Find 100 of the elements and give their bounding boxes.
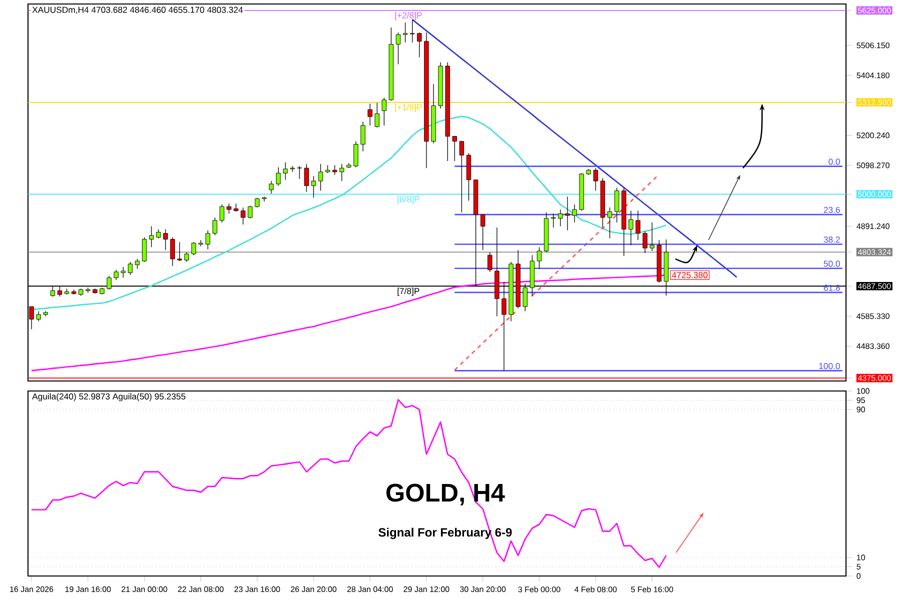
candlestick: [220, 204, 224, 223]
ref-line-label: [+2/8]P: [395, 12, 422, 20]
y-tick-label: 4585.330: [856, 313, 890, 320]
candlestick: [205, 230, 210, 250]
x-tick-label: 21 Jan 00:00: [122, 586, 168, 592]
candlestick: [156, 228, 161, 239]
x-tick-label: 16 Jan 2026: [10, 586, 54, 592]
y-tick-label: 90: [856, 406, 865, 412]
candlestick: [452, 136, 457, 162]
candlestick: [276, 166, 281, 186]
candlestick: [248, 205, 252, 219]
x-tick-label: 29 Jan 12:00: [404, 586, 450, 592]
candlestick: [565, 196, 570, 231]
candlestick: [650, 222, 654, 252]
candlestick: [480, 214, 486, 250]
x-tick-label: 23 Jan 16:00: [234, 586, 280, 592]
y-tick-label: 4803.324: [858, 249, 891, 255]
annotation: 100.0: [819, 362, 840, 370]
y-tick-label: 10: [857, 554, 865, 560]
y-tick-label: 5506.150: [856, 42, 890, 48]
candlestick: [642, 230, 648, 254]
x-tick-label: 26 Jan 20:00: [290, 586, 336, 592]
candlestick: [402, 22, 408, 43]
candlestick: [114, 269, 119, 280]
candlestick: [459, 140, 464, 213]
candlestick: [290, 166, 295, 172]
candlestick: [311, 176, 316, 198]
candlestick: [191, 242, 196, 256]
candlestick: [572, 204, 577, 223]
y-tick-label: 95: [856, 397, 865, 404]
candlestick: [593, 168, 598, 192]
candlestick: [36, 310, 41, 322]
candlestick: [339, 164, 344, 182]
y-tick-label: 100: [857, 388, 870, 394]
chart-title: Aguila(240) 52.9873 Aguila(50) 95.2355: [32, 393, 186, 402]
candlestick: [360, 121, 366, 152]
y-tick-label: 5625.000: [858, 8, 891, 14]
candlestick: [134, 258, 140, 270]
candlestick: [410, 19, 415, 43]
candlestick: [268, 180, 274, 194]
candlestick: [212, 217, 218, 236]
y-tick-label: 5: [856, 564, 861, 570]
y-tick-label: 4483.360: [856, 343, 890, 350]
annotation: 23.6: [824, 206, 840, 213]
y-tick-label: 4687.500: [858, 283, 891, 289]
x-tick-label: 22 Jan 08:00: [178, 586, 224, 592]
x-tick-label: 5 Feb 16:00: [631, 586, 674, 592]
x-tick-label: 30 Jan 20:00: [460, 586, 506, 592]
candlestick: [607, 207, 612, 239]
annotation: GOLD, H4: [386, 484, 505, 506]
candlestick: [128, 262, 133, 276]
y-tick-label: 5000.000: [858, 191, 891, 198]
y-tick-label: 5312.500: [858, 100, 891, 106]
candlestick: [417, 32, 422, 58]
x-tick-label: 19 Jan 16:00: [65, 586, 111, 592]
candlestick: [558, 209, 563, 227]
y-tick-label: 5404.180: [856, 72, 890, 78]
annotation: 38.2: [824, 236, 840, 243]
candlestick: [374, 102, 380, 128]
candlestick: [396, 32, 401, 65]
candlestick: [488, 252, 492, 272]
candlestick: [304, 164, 309, 192]
candlestick: [354, 140, 358, 168]
y-tick-label: 4891.240: [856, 223, 890, 230]
candlestick: [536, 246, 542, 270]
candlestick: [368, 103, 372, 126]
ref-line-label: [7/8]P: [398, 288, 420, 296]
annotation: 0.0: [828, 158, 840, 165]
chart-title: XAUUSDm,H4 4703.682 4846.460 4655.170 4803.324: [32, 6, 243, 14]
annotation: 61.8: [824, 284, 840, 291]
candlestick: [382, 97, 386, 126]
candlestick: [297, 166, 302, 180]
y-tick-label: 4375.000: [858, 375, 891, 381]
candlestick: [226, 203, 232, 214]
candlestick: [170, 236, 175, 266]
candlestick: [163, 228, 168, 250]
x-tick-label: 3 Feb 00:00: [518, 586, 560, 592]
y-tick-label: 0: [856, 573, 861, 579]
candlestick: [142, 236, 147, 262]
candlestick: [184, 252, 190, 262]
ref-line-label: [+1/8]P: [395, 104, 422, 112]
candlestick: [254, 197, 260, 208]
candlestick: [318, 164, 323, 192]
candlestick: [120, 266, 126, 278]
candlestick: [234, 203, 238, 212]
annotation: 4725.380: [672, 272, 708, 278]
x-tick-label: 4 Feb 08:00: [574, 586, 617, 592]
ref-line-label: [8/8]P: [398, 196, 420, 204]
candlestick: [177, 242, 182, 262]
candlestick: [636, 210, 640, 240]
y-tick-label: 5200.240: [856, 132, 890, 138]
y-tick-label: 5098.270: [856, 162, 890, 168]
candlestick: [614, 187, 620, 223]
candlestick: [551, 213, 556, 228]
candlestick: [240, 207, 246, 225]
x-tick-label: 28 Jan 04:00: [347, 586, 393, 592]
candlestick: [149, 226, 154, 248]
candlestick: [628, 210, 634, 246]
candlestick: [283, 162, 288, 180]
annotation: 50.0: [824, 260, 840, 267]
